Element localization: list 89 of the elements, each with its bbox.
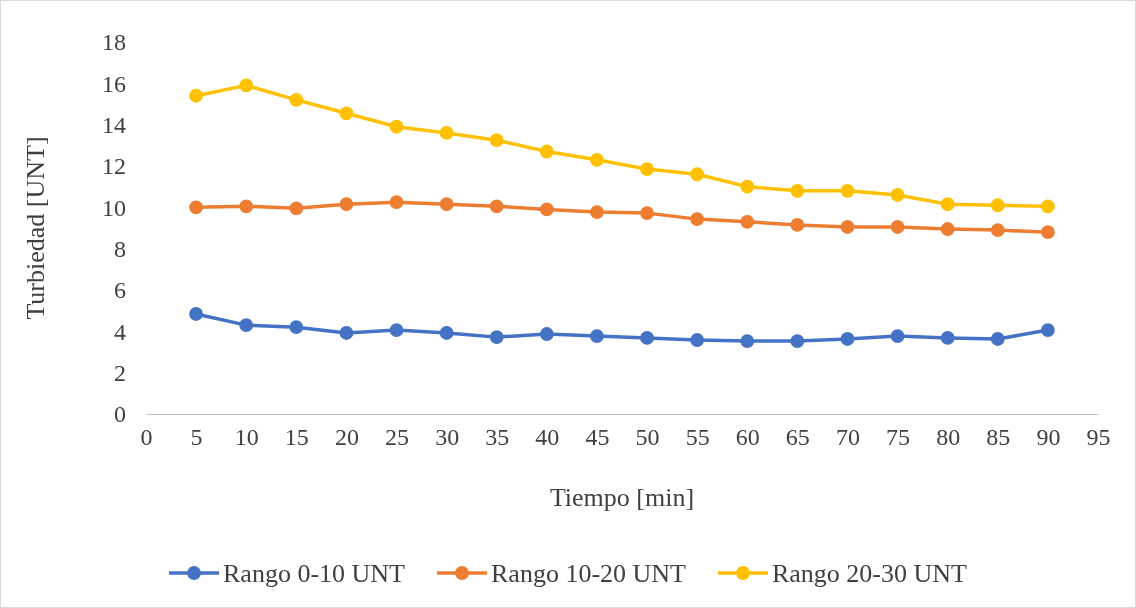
x-tick-label: 5 [190, 424, 203, 451]
x-tick-label: 0 [140, 424, 153, 451]
point [990, 198, 1005, 213]
point [539, 327, 554, 341]
y-tick-label: 14 [102, 111, 126, 138]
y-tick-label: 10 [102, 194, 126, 221]
point [1040, 225, 1055, 240]
y-tick-label: 4 [114, 318, 126, 345]
point [840, 220, 855, 234]
y-tick-label: 0 [114, 401, 126, 428]
x-tick-label: 10 [234, 424, 259, 451]
point [690, 212, 705, 227]
point [339, 326, 354, 340]
point [690, 333, 705, 347]
point [189, 307, 204, 321]
y-tick-label: 18 [102, 29, 126, 56]
y-tick-label: 2 [114, 359, 126, 386]
point [840, 183, 855, 198]
point [289, 320, 304, 335]
point [590, 152, 604, 167]
point [640, 206, 654, 221]
x-tick-label: 80 [936, 424, 961, 451]
point [389, 323, 404, 337]
point [840, 332, 855, 346]
x-tick-label: 90 [1036, 424, 1061, 451]
point [640, 162, 654, 176]
point [740, 179, 755, 194]
x-tick-label: 20 [334, 424, 359, 451]
point [439, 126, 454, 140]
x-tick-label: 60 [735, 424, 760, 451]
point [740, 334, 755, 348]
point [890, 329, 905, 343]
legend-label: Rango 0-10 UNT [223, 559, 406, 588]
point [640, 331, 654, 345]
point [590, 205, 604, 219]
y-tick-label: 16 [102, 70, 126, 97]
x-tick-label: 85 [986, 424, 1011, 451]
x-tick-label: 65 [785, 424, 810, 451]
point [289, 92, 304, 107]
legend-label: Rango 10-20 UNT [491, 559, 687, 588]
point [189, 88, 204, 103]
point [790, 218, 805, 232]
y-tick-label: 6 [114, 277, 126, 304]
x-tick-label: 50 [635, 424, 660, 451]
point [990, 332, 1005, 346]
point [940, 331, 955, 345]
point [489, 330, 504, 345]
point [890, 188, 905, 202]
point [389, 119, 404, 134]
point [1040, 323, 1055, 337]
point [690, 167, 705, 182]
point [790, 334, 805, 348]
x-tick-label: 75 [886, 424, 911, 451]
x-tick-label: 25 [385, 424, 410, 451]
point [289, 201, 304, 216]
x-tick-label: 35 [485, 424, 510, 451]
x-axis-title: Tiempo [min] [549, 483, 695, 512]
x-tick-label: 45 [585, 424, 610, 451]
point [489, 133, 504, 148]
point [990, 223, 1005, 237]
point [539, 144, 554, 159]
point [590, 329, 604, 343]
x-tick-label: 40 [535, 424, 560, 451]
point [339, 106, 354, 121]
point [239, 318, 254, 333]
x-tick-label: 70 [835, 424, 860, 451]
x-tick-label: 55 [685, 424, 710, 451]
point [239, 199, 254, 214]
point [439, 326, 454, 340]
point [740, 214, 755, 229]
point [189, 200, 204, 215]
point [489, 199, 504, 214]
y-axis-title: Turbiedad [UNT] [21, 136, 50, 320]
x-tick-label: 15 [284, 424, 309, 451]
point [239, 78, 254, 93]
legend-label: Rango 20-30 UNT [771, 559, 968, 588]
x-tick-label: 30 [435, 424, 460, 451]
point [940, 222, 955, 236]
x-tick-label: 95 [1086, 424, 1111, 451]
point [790, 183, 805, 198]
point [439, 197, 454, 212]
point [389, 195, 404, 210]
point [339, 197, 354, 212]
point [890, 220, 905, 234]
y-tick-label: 12 [102, 153, 126, 180]
point [1040, 199, 1055, 214]
point [539, 202, 554, 217]
y-tick-label: 8 [114, 235, 126, 262]
point [940, 197, 955, 212]
